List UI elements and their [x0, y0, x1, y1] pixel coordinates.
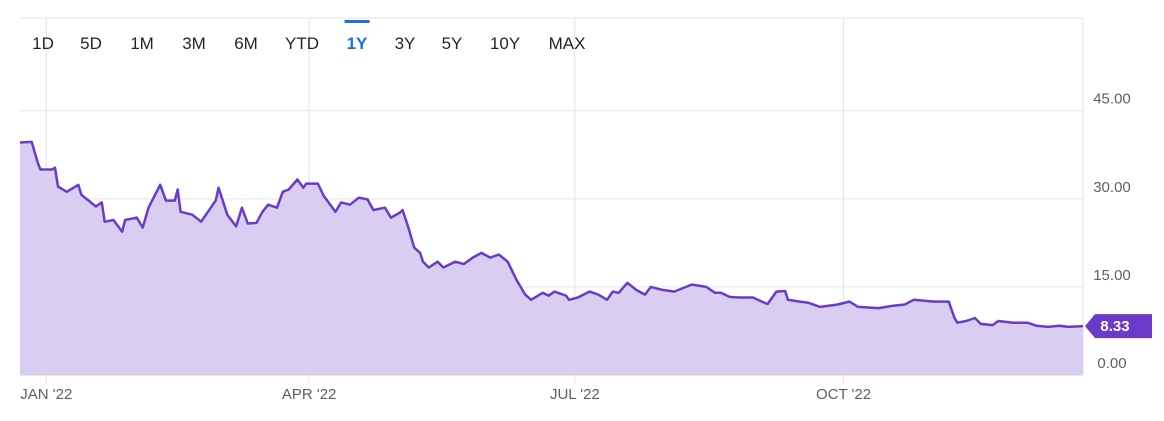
- y-tick-label: 30.00: [1093, 179, 1131, 196]
- range-button[interactable]: 1M: [130, 34, 154, 53]
- area: [20, 141, 1083, 375]
- range-button[interactable]: 6M: [234, 34, 258, 53]
- range-button[interactable]: 5Y: [441, 34, 463, 53]
- x-tick-label: JAN '22: [20, 386, 72, 403]
- range-button[interactable]: 1Y: [344, 20, 370, 53]
- y-tick-label: 15.00: [1093, 267, 1131, 284]
- price-tag: [1085, 314, 1152, 339]
- range-button[interactable]: 3M: [182, 34, 206, 53]
- last-price-label: 8.33: [1100, 318, 1129, 335]
- range-button[interactable]: MAX: [548, 34, 586, 53]
- x-tick-label: JUL '22: [550, 386, 600, 403]
- x-tick-label: OCT '22: [816, 386, 871, 403]
- price-line: [19, 140, 1084, 329]
- range-button[interactable]: 1D: [32, 34, 54, 53]
- range-button[interactable]: 10Y: [489, 34, 521, 53]
- range-button[interactable]: 3Y: [394, 34, 416, 53]
- y-tick-label: 0.00: [1097, 355, 1126, 372]
- range-button[interactable]: 5D: [80, 34, 102, 53]
- x-tick-label: APR '22: [282, 386, 337, 403]
- y-tick-label: 45.00: [1093, 91, 1131, 108]
- range-button[interactable]: YTD: [285, 34, 319, 53]
